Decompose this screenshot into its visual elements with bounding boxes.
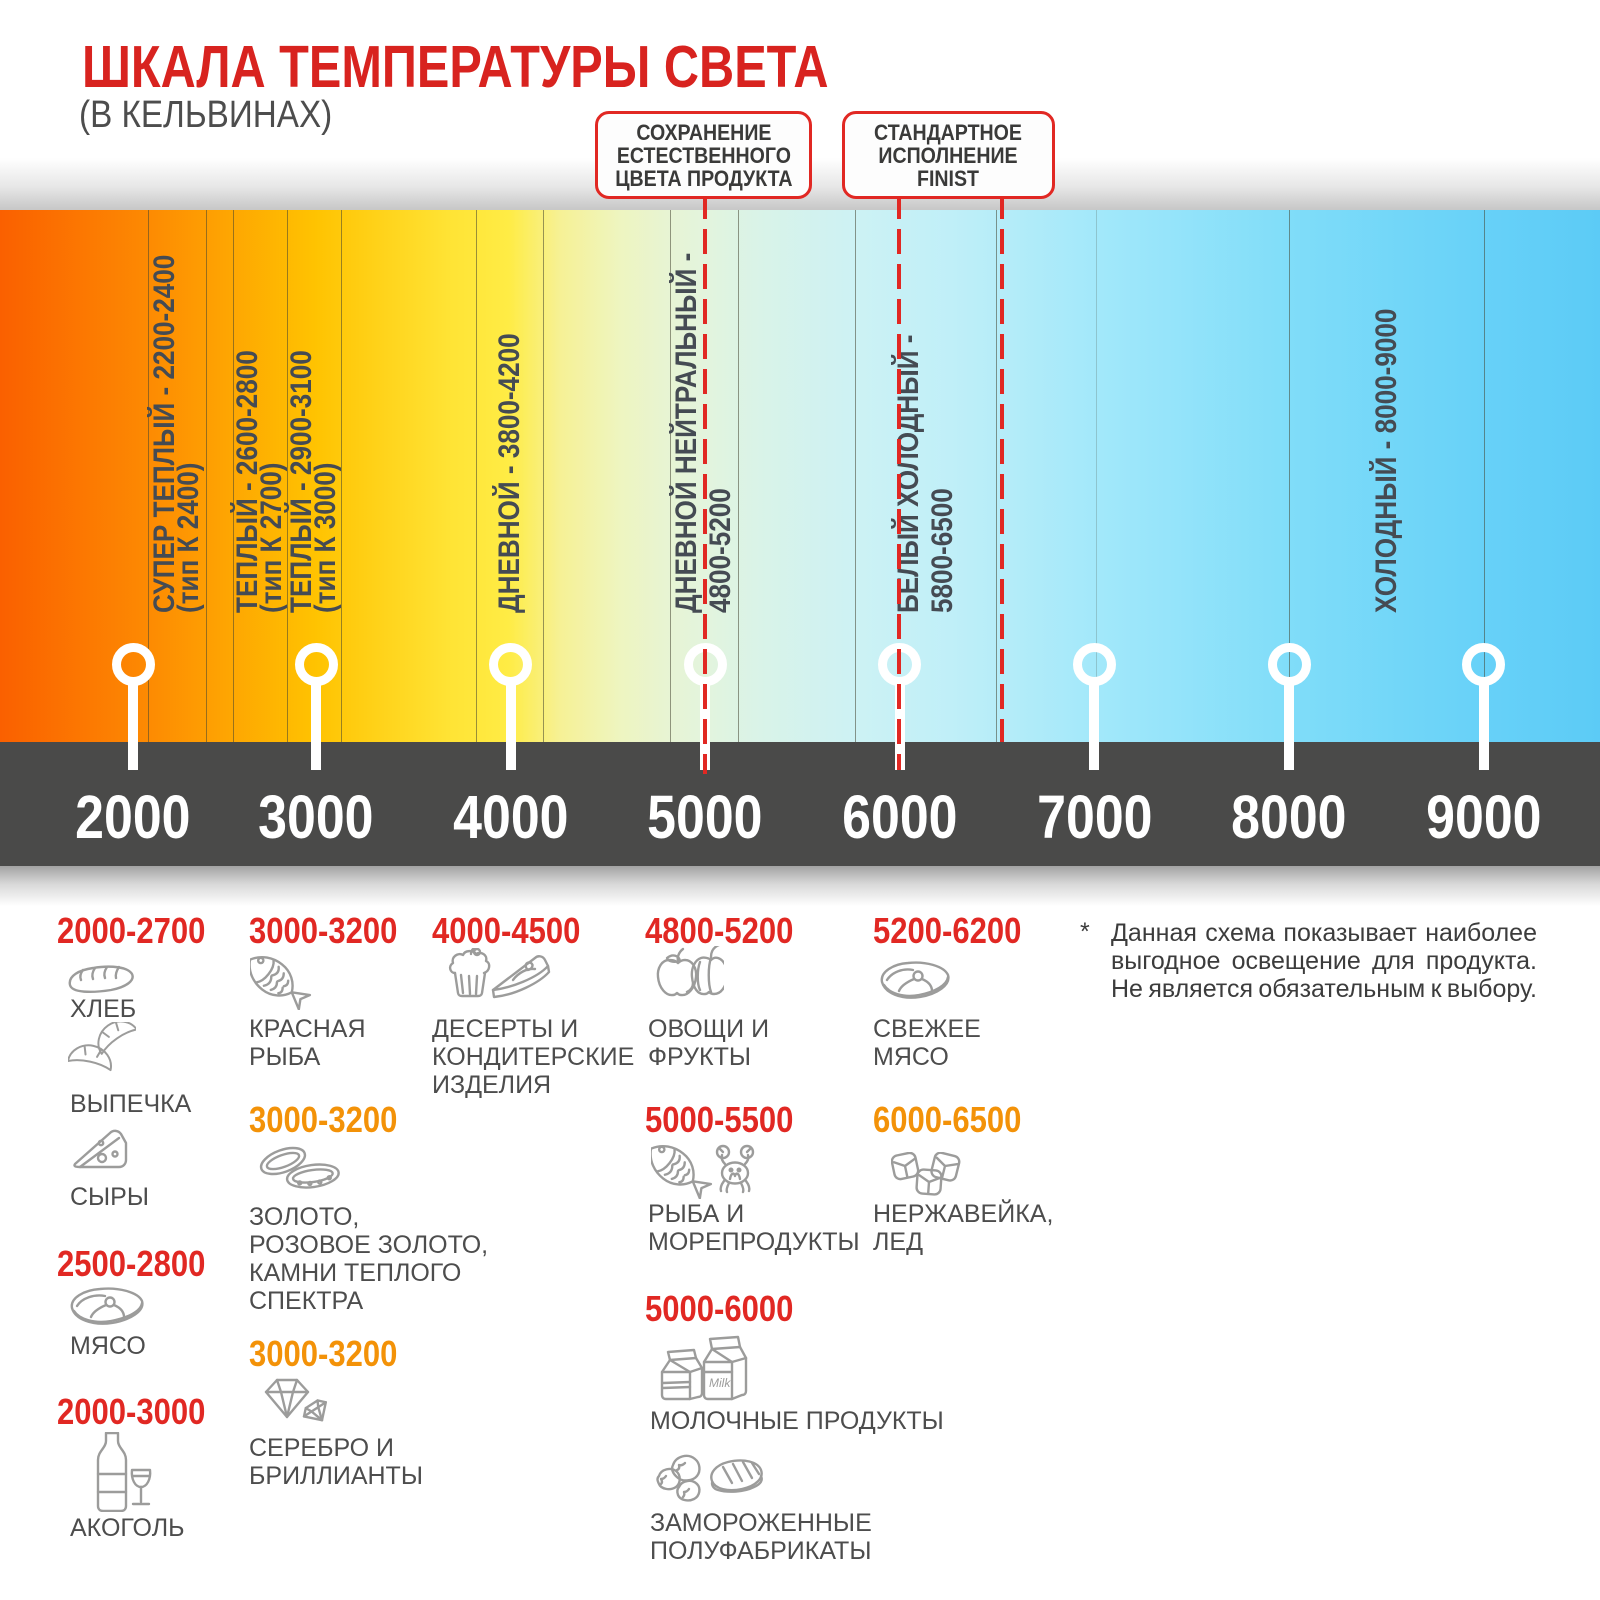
svg-text:Milk: Milk (709, 1376, 731, 1390)
